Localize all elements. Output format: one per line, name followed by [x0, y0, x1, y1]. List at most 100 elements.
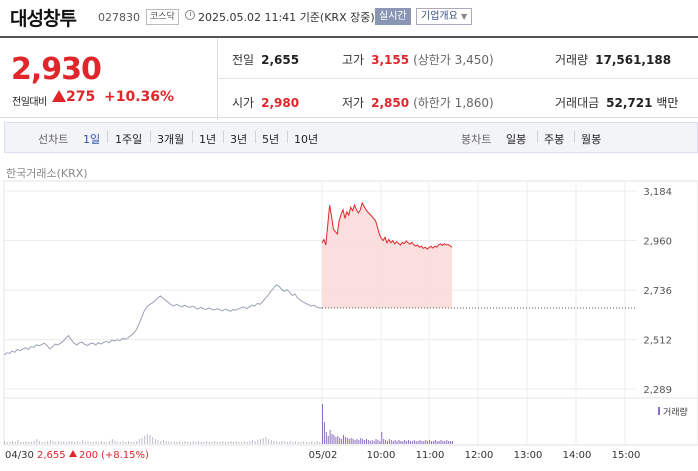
volume-bar — [446, 440, 448, 444]
tab-5y[interactable]: 5년 — [262, 133, 280, 146]
volume-bar — [350, 438, 352, 444]
tab-3m[interactable]: 3개월 — [157, 133, 185, 146]
company-info-dropdown[interactable]: 기업개요 ▼ — [416, 8, 473, 25]
volume-bar — [387, 441, 388, 444]
volume-bar — [136, 441, 138, 444]
volume-bar — [322, 404, 323, 444]
plot-frame — [3, 180, 698, 446]
chart-source-label: 한국거래소(KRX) — [6, 167, 88, 180]
prev-day-change: 200 — [79, 450, 98, 461]
volume-bar — [337, 436, 339, 444]
volume-bar — [114, 441, 116, 444]
prev-day-close: 2,655 — [37, 450, 66, 461]
volume-bar — [356, 439, 358, 444]
volume-bar — [385, 440, 387, 444]
volume-bar — [230, 441, 232, 444]
volume-bar — [308, 442, 310, 444]
volume-bar — [396, 441, 398, 444]
volume-bar — [184, 441, 186, 444]
volume-bar — [388, 439, 390, 444]
volume-bar — [36, 439, 38, 444]
prev-close: 전일 2,655 — [232, 53, 300, 67]
volume-bar — [360, 438, 362, 444]
tab-1d[interactable]: 1일 — [83, 133, 101, 146]
volume-bar — [65, 442, 67, 444]
volume-bar — [216, 442, 218, 444]
tab-3y[interactable]: 3년 — [230, 133, 248, 146]
tab-daily-candle[interactable]: 일봉 — [506, 133, 527, 146]
volume-bar — [377, 440, 379, 444]
volume-bar — [117, 442, 119, 444]
change-value: 275 — [66, 89, 96, 105]
volume-bar — [84, 442, 86, 444]
volume-legend-swatch — [658, 407, 660, 415]
volume-bar — [436, 441, 438, 444]
volume-bar — [440, 440, 442, 444]
stock-name: 대성창투 — [10, 8, 77, 30]
volume-bar — [189, 442, 191, 444]
x-tick-label: 05/02 — [309, 450, 338, 461]
volume-bar — [383, 439, 385, 444]
volume-bar — [411, 441, 413, 444]
open-price: 시가 2,980 — [232, 96, 300, 110]
volume-bar — [419, 440, 421, 444]
volume-bar — [325, 432, 327, 444]
volume-bar — [235, 441, 237, 444]
volume-bar — [55, 442, 57, 444]
volume-bar — [138, 439, 140, 444]
y-tick-label: 2,512 — [643, 336, 672, 347]
volume-bar — [127, 441, 129, 444]
volume-bar — [211, 442, 213, 444]
volume-bar — [262, 438, 264, 444]
volume-bar — [28, 442, 30, 444]
y-tick-label: 3,184 — [643, 187, 672, 198]
market-badge: 코스닥 — [146, 9, 179, 25]
volume-bar — [208, 442, 210, 444]
volume-bar — [68, 441, 70, 444]
quote-datetime: 2025.05.02 11:41 기준(KRX 장중) — [198, 11, 375, 24]
volume-bar — [344, 437, 346, 444]
tab-divider — [537, 131, 538, 143]
volume-bar — [300, 442, 302, 444]
volume-bar — [442, 441, 444, 444]
volume-bar — [408, 440, 410, 444]
volume-bar — [254, 441, 256, 444]
period-tabs: 선차트 1일 1주일 3개월 1년 3년 5년 10년 봉차트 일봉 주봉 월봉 — [4, 122, 698, 153]
tab-weekly-candle[interactable]: 주봉 — [544, 133, 565, 146]
volume-bar — [82, 440, 84, 444]
volume-bar — [33, 441, 35, 444]
volume-bar — [224, 442, 226, 444]
volume-bar — [427, 441, 429, 444]
series-area-today — [322, 202, 452, 309]
volume-bar — [413, 440, 415, 444]
line-chart-label: 선차트 — [38, 133, 69, 146]
volume-bar — [284, 441, 286, 444]
volume-bar — [12, 441, 14, 444]
volume-bar — [106, 442, 108, 444]
y-tick-label: 2,736 — [643, 286, 672, 297]
volume-bar — [222, 441, 224, 444]
tab-1w[interactable]: 1주일 — [115, 133, 143, 146]
volume-bar — [125, 442, 127, 444]
volume-bar — [348, 439, 350, 444]
volume-bar — [364, 440, 366, 444]
clock-icon — [185, 10, 195, 20]
tab-divider — [287, 131, 288, 143]
tab-divider — [107, 131, 108, 143]
volume-bar — [281, 441, 283, 444]
tab-10y[interactable]: 10년 — [294, 133, 319, 146]
tab-1y[interactable]: 1년 — [199, 133, 217, 146]
volume-bar — [270, 440, 272, 444]
volume-bar — [415, 441, 417, 444]
tab-divider — [192, 131, 193, 143]
realtime-button[interactable]: 실시간 — [375, 8, 411, 25]
volume-bar — [243, 441, 245, 444]
volume-bar — [392, 441, 394, 444]
tab-monthly-candle[interactable]: 월봉 — [581, 133, 602, 146]
volume-bar — [25, 441, 27, 444]
volume-bar — [373, 441, 375, 444]
volume-bar — [214, 441, 216, 444]
volume-bar — [316, 441, 318, 444]
volume-bar — [278, 442, 280, 444]
